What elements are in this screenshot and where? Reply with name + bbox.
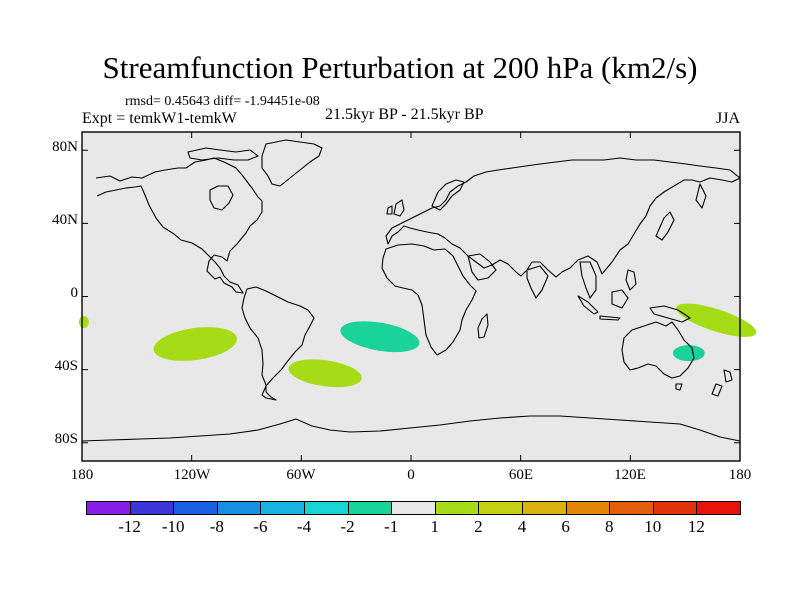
southeast-asia bbox=[579, 261, 597, 299]
south-atlantic-east-anomaly bbox=[340, 321, 420, 353]
x-label-180e: 180 bbox=[728, 467, 752, 483]
scandinavia bbox=[431, 179, 465, 211]
y-label-40n: 40N bbox=[52, 212, 78, 228]
sumatra bbox=[577, 295, 599, 315]
colorbar-swatch bbox=[652, 501, 698, 515]
colorbar-swatch bbox=[129, 501, 175, 515]
greenland bbox=[261, 139, 323, 187]
south-america-coast bbox=[241, 286, 315, 401]
hudson-bay bbox=[209, 185, 234, 211]
west-edge-anomaly bbox=[78, 316, 89, 329]
x-label-60w: 60W bbox=[286, 467, 316, 483]
colorbar-label: 2 bbox=[474, 517, 483, 536]
colorbar-swatch bbox=[173, 501, 218, 515]
tasmania bbox=[675, 383, 683, 391]
y-label-0: 0 bbox=[70, 285, 79, 301]
colorbar-swatch bbox=[391, 501, 436, 515]
colorbar-label: -12 bbox=[118, 517, 141, 536]
x-label-120e: 120E bbox=[614, 467, 646, 483]
experiment-label: Expt = temkW1-temkW bbox=[82, 110, 237, 127]
british-isles bbox=[386, 199, 405, 217]
arabian-peninsula bbox=[467, 253, 497, 281]
india bbox=[526, 265, 549, 299]
period-label: 21.5kyr BP - 21.5kyr BP bbox=[325, 106, 484, 123]
y-label-80n: 80N bbox=[52, 139, 78, 155]
philippines bbox=[625, 269, 637, 291]
colorbar-swatch bbox=[696, 501, 741, 515]
x-label-60e: 60E bbox=[508, 467, 534, 483]
colorbar-label: -8 bbox=[209, 517, 224, 536]
colorbar-label: -6 bbox=[253, 517, 268, 536]
x-label-0: 0 bbox=[407, 467, 415, 483]
colorbar-swatch bbox=[478, 501, 523, 515]
plot-title: Streamfunction Perturbation at 200 hPa (… bbox=[102, 50, 698, 85]
x-label-180w: 180 bbox=[70, 467, 94, 483]
south-pacific-anomaly bbox=[153, 327, 237, 361]
map-background bbox=[82, 132, 740, 461]
coral-sea-anomaly bbox=[676, 303, 757, 337]
north-america-coast bbox=[95, 157, 263, 294]
eurasia-coast bbox=[385, 157, 741, 278]
colorbar-swatch bbox=[216, 501, 262, 515]
colorbar-swatch bbox=[565, 501, 611, 515]
colorbar-swatch bbox=[347, 501, 393, 515]
y-label-80s: 80S bbox=[54, 431, 78, 447]
colorbar-swatch bbox=[304, 501, 349, 515]
new-zealand bbox=[711, 369, 733, 397]
australia-east-anomaly bbox=[672, 345, 705, 362]
japan bbox=[655, 211, 675, 241]
rmsd-diff-text: rmsd= 0.45643 diff= -1.94451e-08 bbox=[125, 94, 320, 109]
madagascar bbox=[477, 313, 489, 339]
australia bbox=[621, 321, 695, 379]
antarctica-coast bbox=[81, 415, 741, 442]
africa-coast bbox=[381, 243, 477, 356]
borneo bbox=[611, 289, 629, 309]
new-guinea bbox=[649, 305, 691, 323]
java bbox=[599, 315, 621, 321]
colorbar-swatch bbox=[86, 501, 131, 515]
colorbar-label: -10 bbox=[161, 517, 185, 536]
colorbar-label: 12 bbox=[687, 517, 705, 536]
season-label: JJA bbox=[716, 110, 741, 127]
colorbar-label: 1 bbox=[430, 517, 440, 536]
colorbar-swatch bbox=[260, 501, 305, 515]
colorbar-label: -4 bbox=[296, 517, 312, 536]
colorbar-label: -1 bbox=[384, 517, 399, 536]
colorbar-label: -2 bbox=[340, 517, 355, 536]
y-label-40s: 40S bbox=[54, 358, 78, 374]
colorbar-label: 8 bbox=[604, 517, 614, 536]
kamchatka bbox=[695, 183, 707, 209]
coastlines bbox=[81, 139, 741, 442]
axis-ticks bbox=[81, 132, 741, 461]
colorbar-swatch bbox=[522, 501, 567, 515]
colorbar-swatch bbox=[609, 501, 654, 515]
south-atlantic-west-anomaly bbox=[288, 359, 362, 388]
anomaly-layer bbox=[78, 303, 757, 388]
colorbar-swatch bbox=[434, 501, 480, 515]
arctic-islands-na bbox=[187, 147, 259, 161]
colorbar-label: 4 bbox=[517, 517, 527, 536]
x-label-120w: 120W bbox=[173, 467, 211, 483]
colorbar-label: 10 bbox=[644, 517, 662, 536]
colorbar-label: 6 bbox=[561, 517, 570, 536]
